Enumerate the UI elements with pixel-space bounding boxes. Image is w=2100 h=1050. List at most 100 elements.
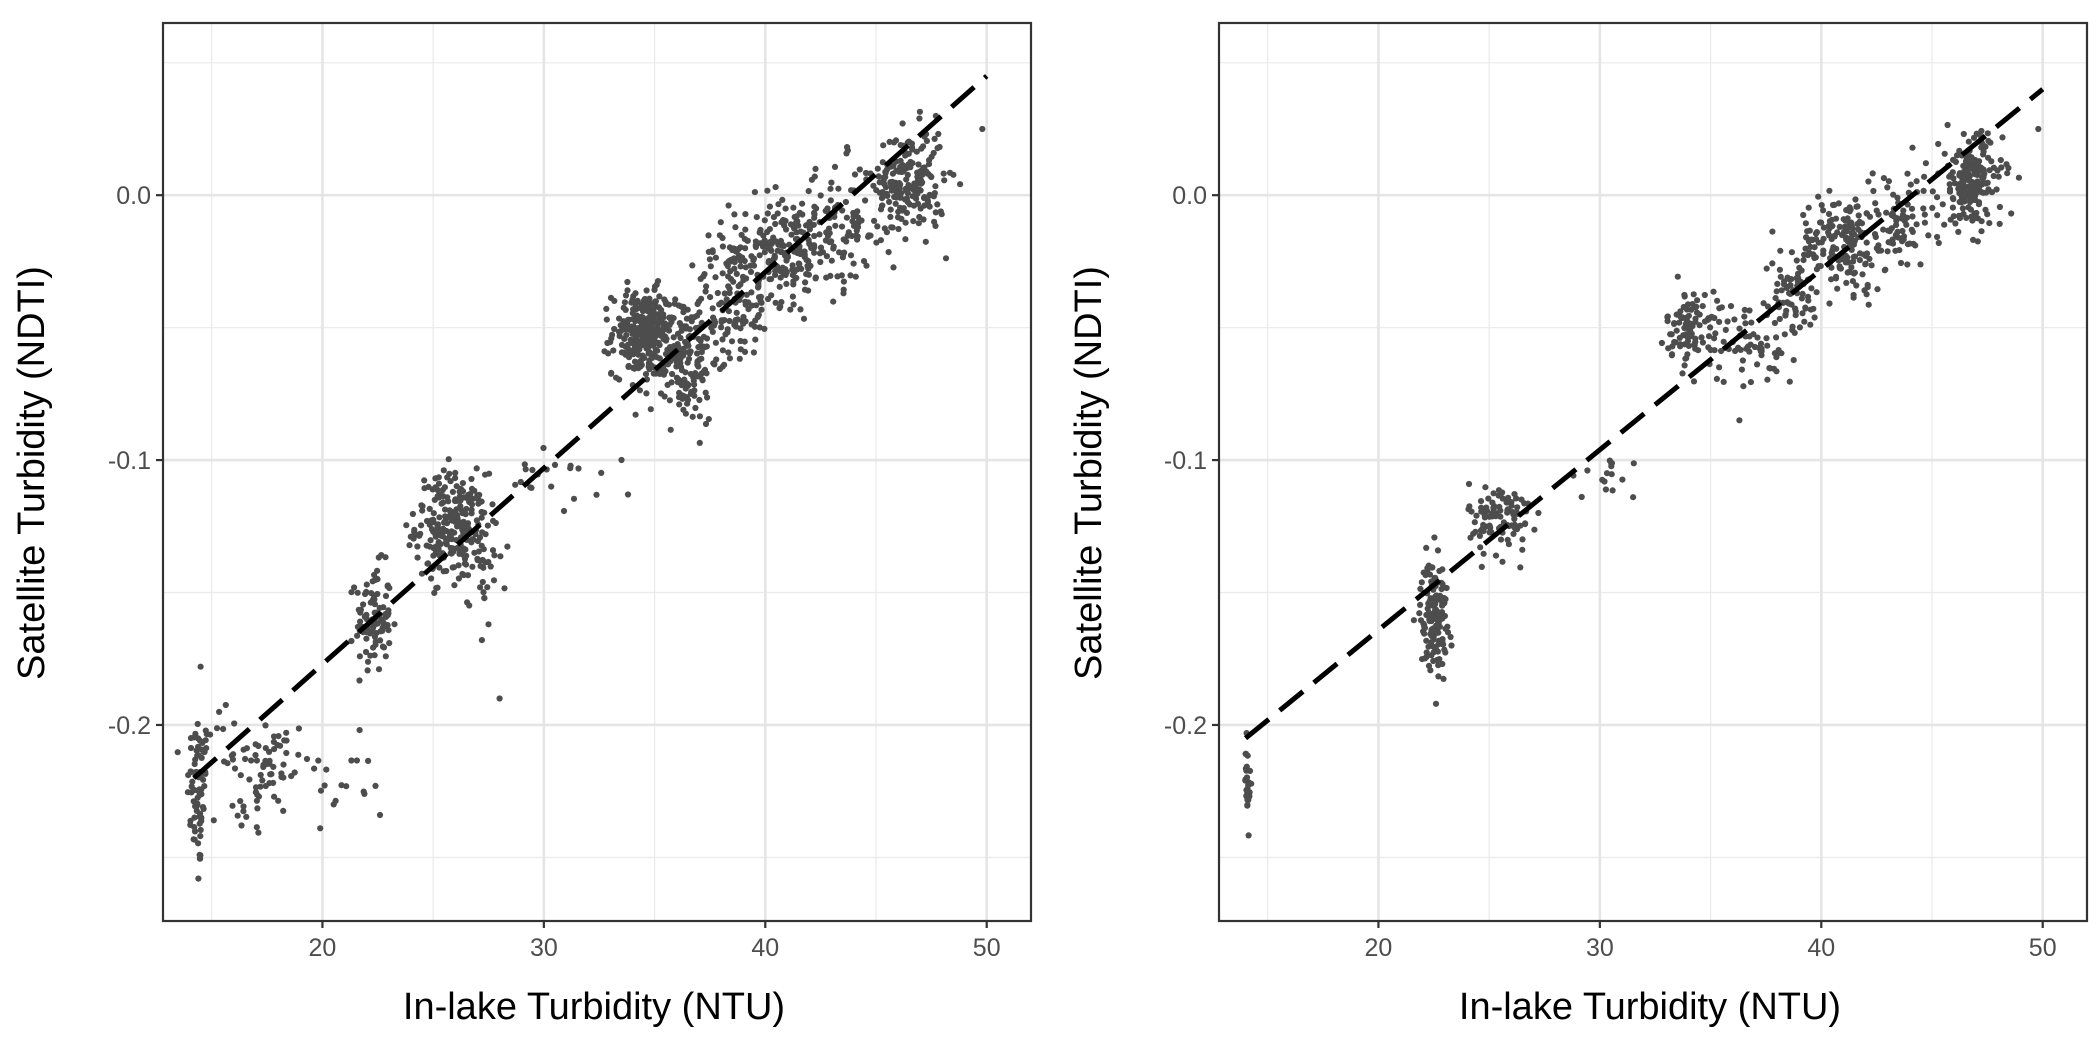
data-point <box>315 757 322 764</box>
data-point <box>1433 596 1441 603</box>
data-point <box>696 356 703 363</box>
data-point <box>902 152 909 159</box>
data-point <box>1832 215 1840 222</box>
data-point <box>1796 324 1803 331</box>
data-point <box>1801 251 1808 258</box>
data-point <box>699 376 706 383</box>
data-point <box>1790 357 1797 364</box>
data-point <box>195 743 202 750</box>
data-point <box>1608 471 1615 478</box>
data-point <box>1789 323 1796 330</box>
data-point <box>904 199 912 206</box>
data-point <box>678 382 685 389</box>
data-point <box>639 314 647 321</box>
data-point <box>926 203 933 210</box>
data-point <box>611 325 618 333</box>
data-point <box>468 475 475 483</box>
data-point <box>843 214 851 221</box>
data-point <box>210 817 217 824</box>
data-point <box>414 543 421 550</box>
data-point <box>1960 130 1967 138</box>
data-point <box>790 301 797 308</box>
data-point <box>916 108 924 115</box>
data-point <box>1784 274 1791 281</box>
data-point <box>1964 158 1971 165</box>
data-point <box>1903 221 1910 228</box>
data-point <box>931 190 938 197</box>
data-point <box>695 344 702 351</box>
data-point <box>407 533 414 540</box>
data-point <box>1517 564 1524 571</box>
data-point <box>2004 170 2011 177</box>
data-point <box>753 214 760 221</box>
plot-background <box>163 23 1031 921</box>
data-point <box>1750 331 1757 338</box>
data-point <box>761 249 768 256</box>
data-point <box>621 299 629 306</box>
data-point <box>1692 315 1699 322</box>
data-point <box>922 238 929 245</box>
data-point <box>1852 196 1859 203</box>
data-point <box>1420 620 1427 627</box>
data-point <box>191 836 198 843</box>
data-point <box>1248 780 1255 787</box>
data-point <box>448 536 456 543</box>
data-point <box>1519 536 1526 543</box>
data-point <box>468 506 475 513</box>
data-point <box>1448 642 1455 649</box>
data-point <box>1973 184 1980 191</box>
data-point <box>805 188 812 195</box>
data-point <box>802 279 809 286</box>
data-point <box>468 485 476 492</box>
data-point <box>1941 150 1948 157</box>
data-point <box>643 336 650 343</box>
data-point <box>610 347 617 354</box>
data-point <box>848 232 855 240</box>
data-point <box>371 571 378 579</box>
data-point <box>1619 476 1626 483</box>
data-point <box>888 184 895 191</box>
data-point <box>434 486 441 493</box>
data-point <box>1442 649 1449 656</box>
data-point <box>635 325 642 332</box>
data-point <box>1815 239 1822 246</box>
data-point <box>1698 334 1705 341</box>
data-point <box>633 339 640 347</box>
data-point <box>761 217 768 224</box>
data-point <box>1695 347 1702 354</box>
data-point <box>364 667 371 674</box>
y-tick-label: -0.1 <box>1164 447 1207 475</box>
data-point <box>1423 649 1430 656</box>
data-point <box>611 297 618 304</box>
data-point <box>826 230 833 237</box>
data-point <box>418 522 425 529</box>
data-point <box>1897 259 1905 267</box>
data-point <box>361 790 368 798</box>
data-point <box>1909 213 1916 220</box>
data-point <box>1883 209 1890 216</box>
data-point <box>772 184 779 191</box>
data-point <box>1863 210 1871 217</box>
data-point <box>1427 667 1434 674</box>
data-point <box>1997 157 2004 164</box>
data-point <box>838 272 845 279</box>
data-point <box>601 348 608 355</box>
data-point <box>1828 264 1835 271</box>
data-point <box>942 255 950 262</box>
data-point <box>480 546 487 553</box>
data-point <box>459 480 466 487</box>
data-point <box>643 390 650 397</box>
data-point <box>622 343 629 350</box>
data-point <box>905 161 912 168</box>
data-point <box>1922 160 1929 167</box>
data-point <box>733 309 740 316</box>
data-point <box>1874 286 1881 293</box>
data-point <box>303 755 311 763</box>
data-point <box>1846 204 1853 211</box>
data-point <box>770 234 777 241</box>
data-point <box>1843 236 1850 243</box>
data-point <box>1758 352 1765 359</box>
data-point <box>1731 316 1738 323</box>
data-point <box>805 271 813 278</box>
data-point <box>512 481 519 488</box>
